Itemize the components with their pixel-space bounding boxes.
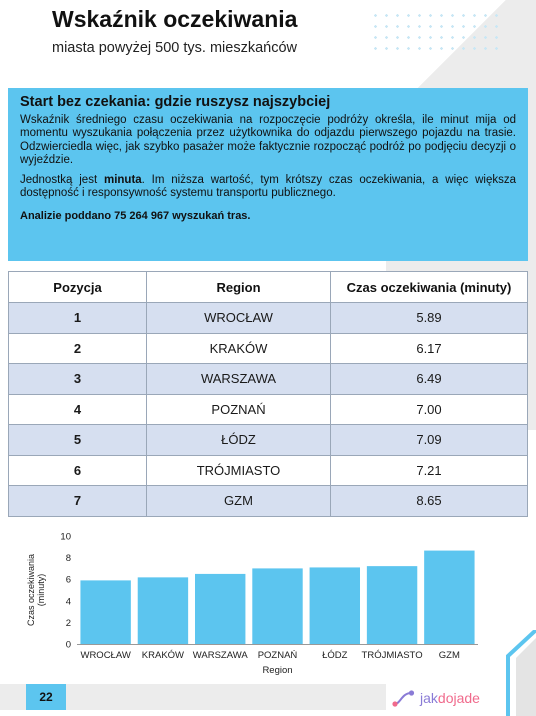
wait-time-bar-chart: 0 2 4 6 8 10 WROCŁAW KRAKÓW WARSZAWA POZNAŃ ŁÓDZ TR… bbox=[26, 532, 478, 676]
cell-region: TRÓJMIASTO bbox=[146, 454, 331, 486]
cell-wait-time: 5.89 bbox=[330, 302, 528, 334]
cell-wait-time: 7.21 bbox=[330, 454, 528, 486]
bar bbox=[80, 580, 131, 644]
decorative-corner-shape bbox=[506, 630, 536, 716]
x-tick-label: TRÓJMIASTO bbox=[362, 650, 423, 661]
x-tick-label: GZM bbox=[439, 650, 460, 661]
cell-wait-time: 7.09 bbox=[330, 424, 528, 456]
unit-text-before: Jednostką jest bbox=[20, 174, 104, 187]
header-region: Region bbox=[146, 271, 331, 303]
ranking-table: Pozycja Region Czas oczekiwania (minuty)… bbox=[8, 271, 528, 517]
bar bbox=[424, 550, 475, 644]
cell-region: POZNAŃ bbox=[146, 393, 331, 425]
logo-text-dojade: dojade bbox=[437, 690, 480, 706]
x-tick-label: WROCŁAW bbox=[80, 650, 130, 661]
cell-position: 4 bbox=[8, 393, 147, 425]
page-subtitle: miasta powyżej 500 tys. mieszkańców bbox=[52, 40, 297, 56]
info-box-heading: Start bez czekania: gdzie ruszysz najszy… bbox=[20, 94, 331, 110]
cell-wait-time: 8.65 bbox=[330, 485, 528, 517]
decorative-dot-pattern bbox=[370, 10, 500, 55]
table-header-row: Pozycja Region Czas oczekiwania (minuty) bbox=[8, 271, 528, 303]
y-tick-label: 4 bbox=[66, 596, 71, 607]
table-row: 1 WROCŁAW 5.89 bbox=[8, 302, 528, 334]
route-icon bbox=[392, 690, 415, 707]
y-tick-label: 8 bbox=[66, 553, 71, 564]
cell-region: WARSZAWA bbox=[146, 363, 331, 395]
table-row: 5 ŁÓDZ 7.09 bbox=[8, 424, 528, 456]
header-position: Pozycja bbox=[8, 271, 147, 303]
x-axis-title: Region bbox=[262, 665, 292, 676]
y-axis-title-line: (minuty) bbox=[36, 574, 46, 607]
page-number: 22 bbox=[26, 684, 66, 710]
cell-wait-time: 6.17 bbox=[330, 332, 528, 364]
y-tick-label: 0 bbox=[66, 640, 71, 651]
table-row: 2 KRAKÓW 6.17 bbox=[8, 332, 528, 364]
x-tick-label: POZNAŃ bbox=[258, 650, 298, 661]
cell-position: 7 bbox=[8, 485, 147, 517]
bar bbox=[252, 568, 303, 644]
jakdojade-logo: jakdojade bbox=[392, 689, 480, 707]
table-row: 6 TRÓJMIASTO 7.21 bbox=[8, 454, 528, 486]
x-tick-label: KRAKÓW bbox=[142, 650, 184, 661]
logo-text: jakdojade bbox=[420, 690, 480, 706]
cell-region: KRAKÓW bbox=[146, 332, 331, 364]
cell-position: 6 bbox=[8, 454, 147, 486]
cell-position: 3 bbox=[8, 363, 147, 395]
bar bbox=[137, 577, 189, 644]
unit-text-after: . Im niższa wartość, tym krótszy czas oc… bbox=[20, 174, 516, 200]
cell-position: 2 bbox=[8, 332, 147, 364]
cell-wait-time: 7.00 bbox=[330, 393, 528, 425]
cell-wait-time: 6.49 bbox=[330, 363, 528, 395]
table-row: 7 GZM 8.65 bbox=[8, 485, 528, 517]
bar bbox=[366, 566, 418, 644]
info-paragraph-unit: Jednostką jest minuta. Im niższa wartość… bbox=[20, 174, 516, 201]
y-tick-label: 10 bbox=[60, 532, 71, 543]
table-row: 3 WARSZAWA 6.49 bbox=[8, 363, 528, 395]
info-paragraph-definition: Wskaźnik średniego czasu oczekiwania na … bbox=[20, 114, 516, 166]
page-title: Wskaźnik oczekiwania bbox=[52, 6, 298, 32]
logo-text-jak: jak bbox=[420, 690, 438, 706]
cell-region: GZM bbox=[146, 485, 331, 517]
info-box: Start bez czekania: gdzie ruszysz najszy… bbox=[8, 88, 528, 261]
cell-region: ŁÓDZ bbox=[146, 424, 331, 456]
unit-text-bold: minuta bbox=[103, 174, 142, 187]
table-row: 4 POZNAŃ 7.00 bbox=[8, 393, 528, 425]
bar bbox=[309, 567, 360, 644]
x-tick-label: WARSZAWA bbox=[193, 650, 249, 661]
cell-position: 5 bbox=[8, 424, 147, 456]
header-wait-time: Czas oczekiwania (minuty) bbox=[330, 271, 528, 303]
cell-region: WROCŁAW bbox=[146, 302, 331, 334]
bar bbox=[195, 573, 246, 644]
y-tick-label: 6 bbox=[66, 575, 71, 586]
y-axis-title-line: Czas oczekiwania bbox=[26, 554, 36, 626]
x-tick-label: ŁÓDZ bbox=[322, 650, 348, 661]
cell-position: 1 bbox=[8, 302, 147, 334]
analysis-note: Analizie poddano 75 264 967 wyszukań tra… bbox=[20, 209, 251, 222]
y-tick-label: 2 bbox=[66, 618, 71, 629]
